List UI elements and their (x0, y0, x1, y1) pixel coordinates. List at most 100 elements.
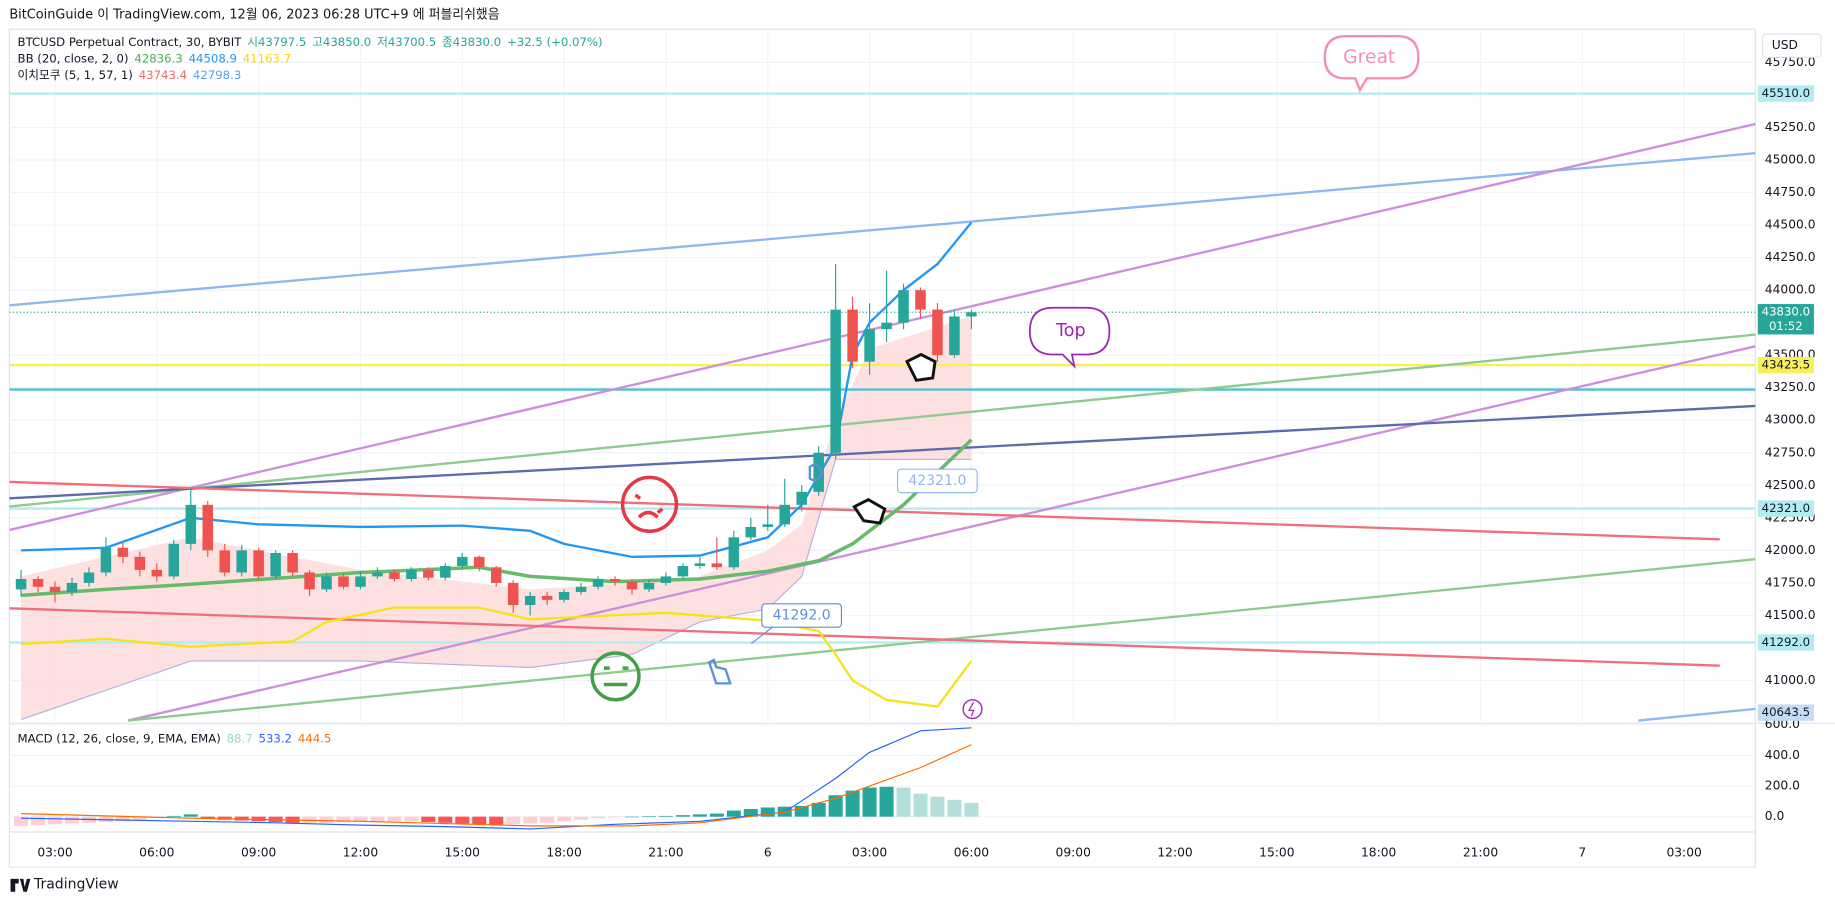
macd-histogram-bar (404, 816, 419, 822)
macd-histogram-bar (47, 816, 63, 825)
macd-histogram-bar (438, 816, 453, 823)
candle-body (321, 576, 332, 590)
candle-body (932, 309, 943, 356)
macd-histogram-bar (353, 816, 368, 823)
legend-value: 시43797.5 (247, 35, 306, 49)
footer-text: TradingView (33, 877, 119, 893)
y-tick-label: 45250.0 (1765, 120, 1816, 134)
macd-histogram-bar (845, 790, 860, 817)
level-price-tag-bg (1757, 356, 1814, 374)
x-tick-label: 21:00 (1463, 846, 1498, 860)
candle-body (592, 578, 604, 587)
macd-histogram-bar (964, 802, 979, 817)
candle-body (626, 581, 638, 590)
legend-value: 43743.4 (139, 67, 187, 81)
y-tick-label: 0.0 (1765, 809, 1785, 823)
currency-button[interactable] (1761, 33, 1822, 58)
legend-name: 이치모쿠 (5, 1, 57, 1) (18, 67, 133, 81)
macd-histogram-bar (183, 814, 198, 817)
candle-body (898, 290, 909, 323)
macd-histogram-bar (421, 816, 436, 823)
macd-histogram-bar (862, 787, 877, 817)
macd-histogram-bar (166, 815, 181, 817)
macd-histogram-bar (302, 816, 317, 823)
y-tick-label: 43250.0 (1765, 380, 1816, 394)
macd-histogram-bar (14, 816, 29, 826)
candle-body (473, 556, 485, 568)
candle-body (864, 329, 875, 362)
level-price-tag-bg (1757, 634, 1814, 651)
y-tick-label: 44750.0 (1765, 185, 1816, 199)
candle-body (66, 582, 78, 593)
macd-histogram-bar (743, 809, 758, 817)
candle-body (728, 537, 740, 568)
candle-body (643, 582, 655, 590)
candle-body (915, 290, 926, 310)
y-tick-label: 42500.0 (1765, 478, 1816, 492)
legend-name: BB (20, close, 2, 0) (18, 51, 129, 65)
macd-histogram-bar (31, 816, 46, 826)
y-tick-label: 42000.0 (1765, 543, 1816, 557)
level-price-tag-bg (1757, 85, 1814, 102)
macd-histogram-bar (879, 786, 894, 817)
currency-label[interactable]: USD (1772, 38, 1798, 52)
great-bubble: Great (1323, 35, 1420, 93)
x-tick-label: 03:00 (37, 846, 72, 860)
candle-body (185, 504, 197, 544)
candle-body (49, 586, 61, 593)
level-price-tag: 42321.0 (1762, 501, 1810, 515)
x-tick-label: 03:00 (1666, 846, 1701, 860)
level-price-tag: 41292.0 (1762, 635, 1810, 649)
x-tick-label: 18:00 (1361, 846, 1396, 860)
annotation-text: 42321.0 (908, 473, 966, 489)
x-tick-label: 12:00 (343, 846, 378, 860)
trend-line (9, 152, 1756, 307)
countdown: 01:52 (1769, 319, 1803, 333)
y-tick-label: 44000.0 (1765, 283, 1816, 297)
footer-logo (10, 878, 31, 892)
candle-body (881, 322, 892, 330)
y-tick-label: 45000.0 (1765, 152, 1816, 166)
candle-body (270, 552, 281, 577)
macd-histogram-bar (557, 816, 572, 822)
macd-histogram-bar (760, 807, 775, 817)
candle-body (304, 572, 315, 590)
legend-value: +32.5 (+0.07%) (507, 35, 603, 49)
macd-histogram-bar (574, 816, 589, 820)
legend-name: MACD (12, 26, close, 9, EMA, EMA) (18, 731, 221, 745)
trend-line (9, 404, 1756, 500)
legend-value: 42798.3 (193, 67, 241, 81)
candle-body (711, 563, 723, 568)
candle-body (541, 595, 553, 600)
indicator-line (20, 606, 973, 708)
last-price-tag-bg (1757, 304, 1814, 335)
macd-histogram-bar (913, 793, 928, 817)
x-tick-label: 03:00 (852, 846, 887, 860)
legend-name: BTCUSD Perpetual Contract, 30, BYBIT (18, 35, 243, 49)
price-box: 41292.0 (750, 603, 843, 645)
macd-histogram-bar (794, 805, 809, 817)
candle-body (847, 309, 858, 362)
legend-row: BTCUSD Perpetual Contract, 30, BYBIT 시437… (18, 35, 603, 49)
legend-row: 이치모쿠 (5, 1, 57, 1) 43743.4 42798.3 (18, 67, 242, 81)
candle-body (524, 595, 536, 606)
y-tick-label: 400.0 (1765, 748, 1800, 762)
macd-histogram-bar (132, 816, 147, 820)
top-bubble: Top (1028, 306, 1111, 369)
y-tick-label: 42750.0 (1765, 445, 1816, 459)
macd-histogram-bar (200, 816, 215, 819)
macd-histogram-bar (370, 816, 385, 822)
legend-value: 저43700.5 (377, 35, 436, 49)
candle-body (287, 552, 298, 573)
legend-value: 42836.3 (134, 51, 182, 65)
legend-value: 88.7 (227, 731, 253, 745)
candle-body (558, 592, 570, 600)
legend-row: MACD (12, 26, close, 9, EMA, EMA) 88.7 533… (18, 731, 332, 745)
macd-histogram-bar (624, 816, 640, 818)
candle-body (677, 565, 689, 577)
legend-value: 41163.7 (243, 51, 291, 65)
trend-line (9, 607, 1720, 667)
sad-face-icon (620, 475, 679, 534)
macd-histogram-bar (811, 802, 826, 817)
x-tick-label: 6 (764, 846, 772, 860)
